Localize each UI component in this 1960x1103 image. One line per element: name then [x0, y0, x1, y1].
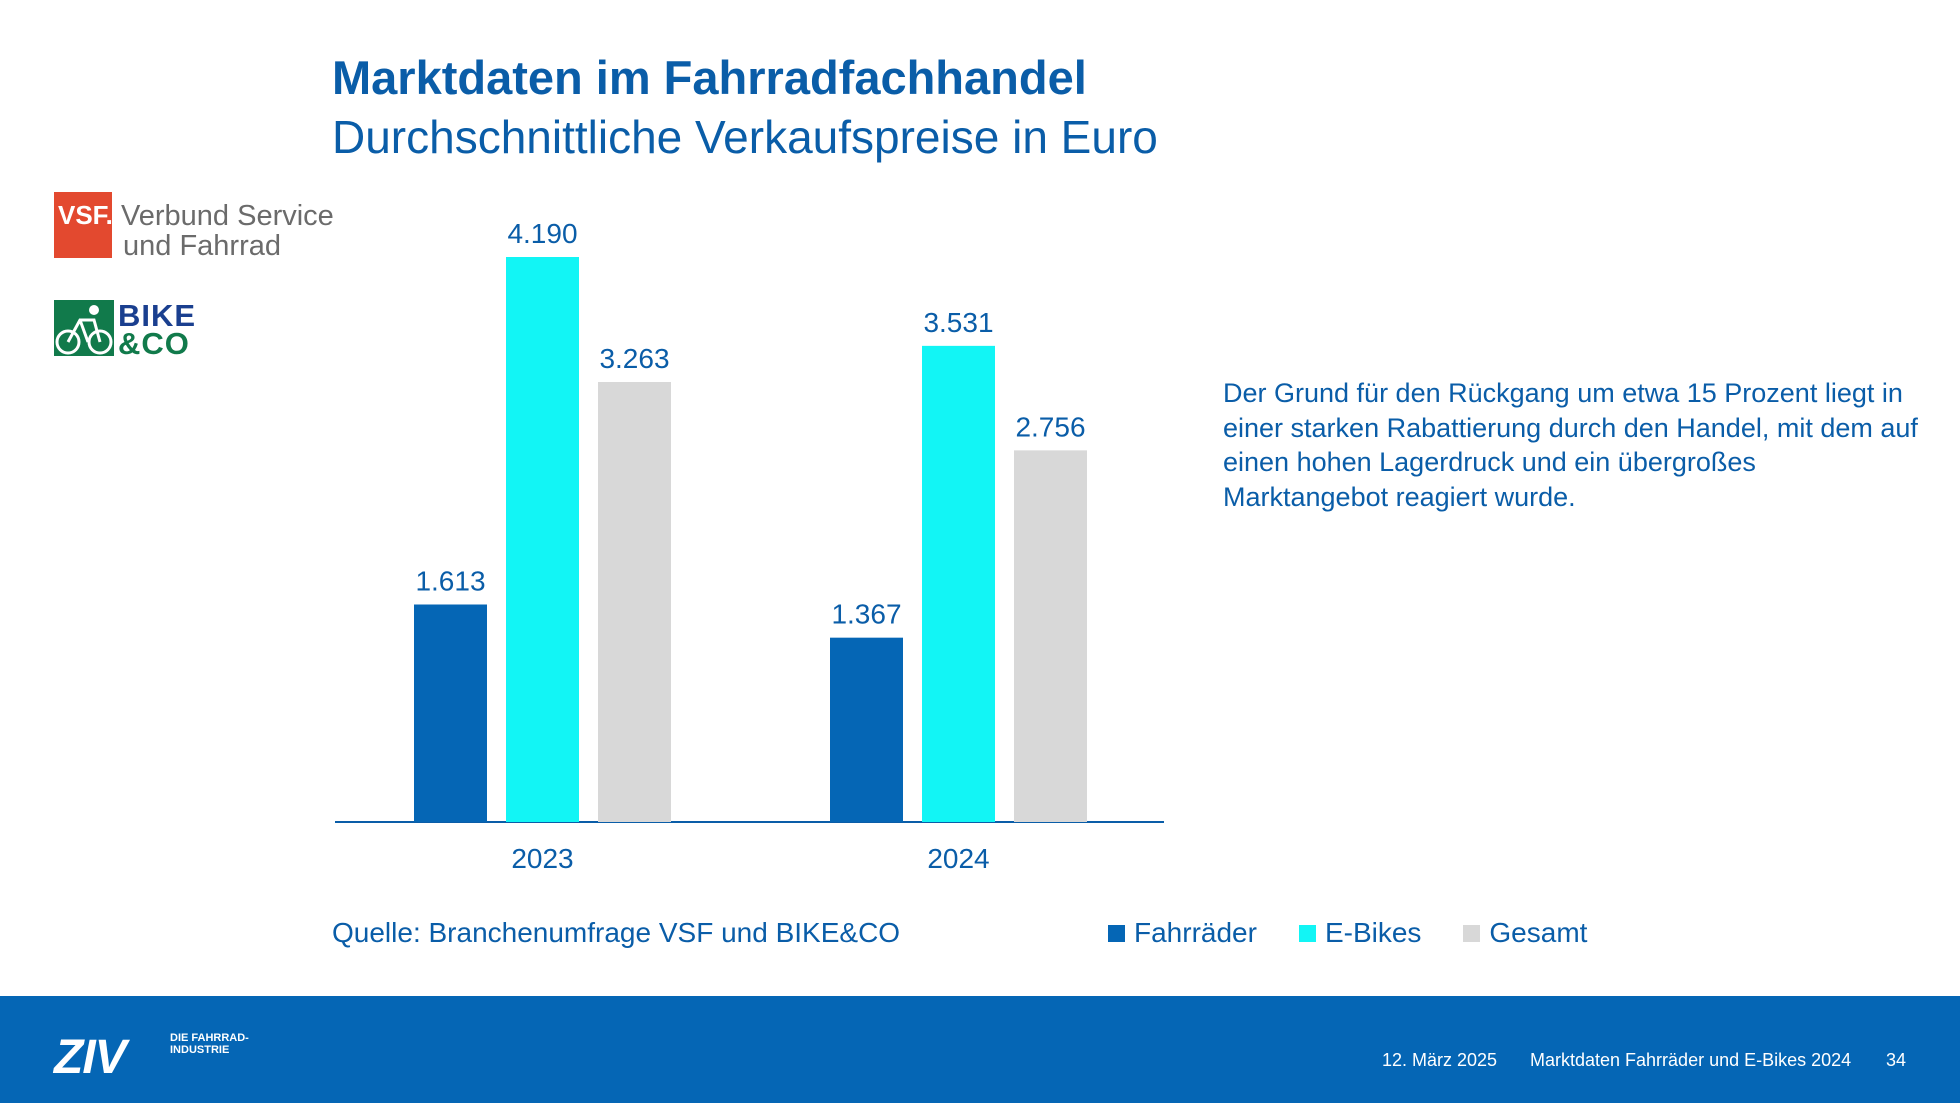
- bar-2024-0: [830, 637, 903, 822]
- legend-label: Gesamt: [1489, 917, 1588, 948]
- legend-item-gesamt: Gesamt: [1463, 917, 1587, 949]
- footer-bar: ZIV DIE FAHRRAD- INDUSTRIE 12. März 2025…: [0, 996, 1960, 1103]
- bar-2024-1: [922, 345, 995, 822]
- ziv-tagline: DIE FAHRRAD- INDUSTRIE: [170, 1032, 249, 1056]
- bar-2023-1: [506, 257, 579, 822]
- bike-logo-line2: &CO: [118, 326, 190, 361]
- bike-logo-line1: BIKE: [118, 298, 197, 333]
- source-text: Quelle: Branchenumfrage VSF und BIKE&CO: [332, 917, 901, 948]
- bar-2024-2: [1014, 450, 1087, 822]
- footer-title: Marktdaten Fahrräder und E-Bikes 2024: [1530, 1050, 1852, 1070]
- bike-and-co-logo: BIKE &CO: [54, 298, 214, 361]
- bar-chart: 1.613 4.190 3.263 2023 1.367 3.531 2.756 2024: [335, 218, 1164, 874]
- x-tick-label: 2024: [927, 843, 989, 874]
- footer-date: 12. März 2025: [1382, 1050, 1498, 1070]
- data-label: 1.367: [831, 599, 901, 630]
- legend-swatch: [1298, 924, 1316, 942]
- data-label: 1.613: [415, 565, 485, 596]
- legend-item-ebikes: E-Bikes: [1298, 917, 1422, 949]
- legend-item-fahrraeder: Fahrräder: [1108, 917, 1257, 949]
- explanation-text: Der Grund für den Rückgang um etwa 15 Pr…: [1223, 378, 1918, 512]
- legend-label: Fahrräder: [1134, 917, 1257, 948]
- vsf-logo: VSF. Verbund Service und Fahrrad: [54, 192, 334, 262]
- x-tick-label: 2023: [511, 843, 573, 874]
- page-subtitle: Durchschnittliche Verkaufspreise in Euro: [332, 111, 1158, 163]
- chart-legend: Fahrräder E-Bikes Gesamt: [1108, 917, 1629, 949]
- data-label: 2.756: [1015, 411, 1085, 442]
- vsf-logo-mark: VSF.: [54, 192, 113, 258]
- data-label: 3.263: [599, 343, 669, 374]
- legend-label: E-Bikes: [1324, 917, 1422, 948]
- bar-2023-0: [414, 604, 487, 822]
- ziv-logo: ZIV: [54, 1031, 127, 1084]
- page-number: 34: [1886, 1050, 1907, 1070]
- vsf-logo-line1: Verbund Service: [121, 200, 334, 232]
- data-label: 4.190: [507, 218, 577, 249]
- bike-icon: [54, 300, 114, 356]
- legend-swatch: [1463, 924, 1481, 942]
- page-title: Marktdaten im Fahrradfachhandel: [332, 51, 1087, 104]
- legend-swatch: [1108, 924, 1125, 942]
- bar-2023-2: [598, 382, 671, 822]
- data-label: 3.531: [923, 307, 993, 338]
- vsf-logo-line2: und Fahrrad: [123, 230, 281, 262]
